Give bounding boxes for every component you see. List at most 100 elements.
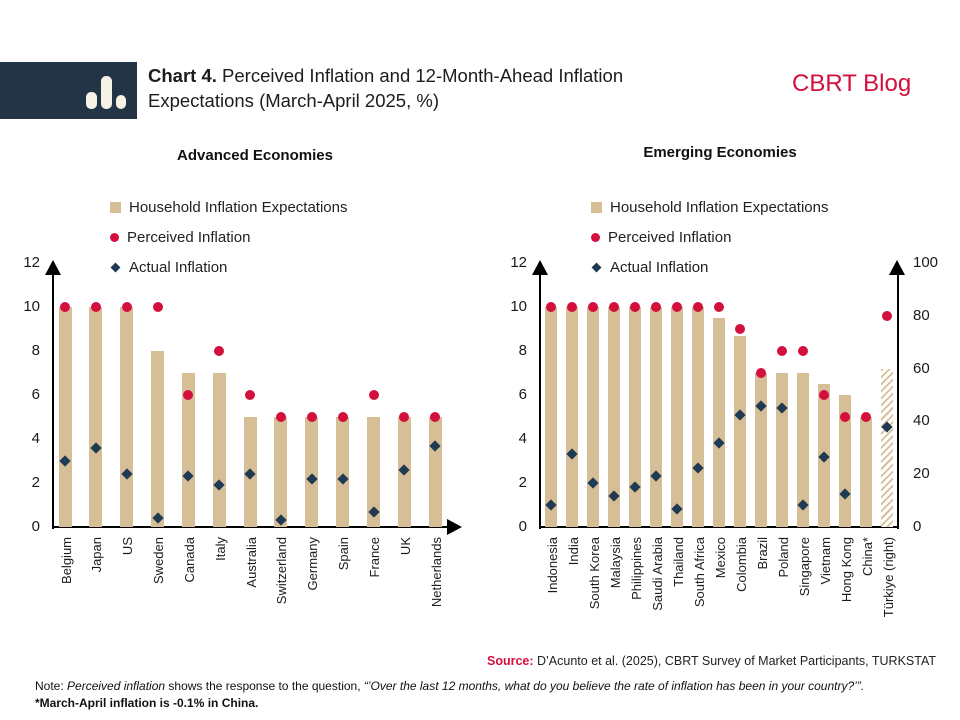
perceived-dot-italy [214,346,225,356]
perceived-dot-vietnam [819,390,829,400]
perceived-dot-poland [777,346,787,356]
category-label-spain: Spain [336,537,352,571]
bar-belgium [58,307,72,527]
perceived-dot-south-korea [588,302,598,312]
note-question: “’Over the last 12 months, what do you b… [363,679,865,693]
perceived-dot-germany [306,412,317,422]
y-tick-label: 2 [31,474,40,491]
perceived-dot-france [368,390,379,400]
y-axis-arrow-icon [45,260,61,275]
category-label-italy: Italy [212,537,228,561]
bar-brazil [755,373,767,527]
category-label-south-africa: South Africa [691,537,707,608]
y-tick-label: 0 [518,518,527,535]
perceived-dot-sweden [152,302,163,312]
perceived-dot-us [121,302,132,312]
perceived-dot-colombia [735,324,745,334]
category-label-philippines: Philippines [628,537,644,600]
chart-number-label: Chart 4. [148,65,217,86]
perceived-dot-china [861,412,871,422]
cbrt-blog-label: CBRT Blog [792,70,912,97]
bar-netherlands [428,417,442,527]
legend-item-expectations: Household Inflation Expectations [591,192,891,222]
bar-colombia [734,335,746,527]
bar-singapore [797,373,809,527]
x-axis-advanced [52,526,448,528]
category-label-sweden: Sweden [151,537,167,584]
perceived-dot-indonesia [546,302,556,312]
right-y-tick-label: 80 [913,306,930,324]
right-y-tick-label: 100 [913,254,939,271]
perceived-dot-australia [245,390,256,400]
y-tick-label: 8 [31,342,40,359]
category-label-china: China* [859,537,875,577]
bar-italy [212,373,226,527]
category-label-malaysia: Malaysia [607,537,623,589]
bar-t-rkiye-right [881,368,893,527]
bar-switzerland [274,417,288,527]
bar-indonesia [545,307,557,527]
note-line-1: Note: Perceived inflation shows the resp… [35,679,864,693]
legend-label: Perceived Inflation [127,228,251,246]
perceived-dot-canada [183,390,194,400]
right-y-axis-arrow-icon [889,260,905,275]
perceived-dot-singapore [798,346,808,356]
category-label-south-korea: South Korea [586,537,602,610]
x-axis-emerging [539,526,899,528]
legend-label: Actual Inflation [610,258,709,276]
category-label-netherlands: Netherlands [428,537,444,608]
legend-item-expectations: Household Inflation Expectations [110,192,410,222]
perceived-dot-thailand [672,302,682,312]
legend-item-perceived: Perceived Inflation [591,222,891,252]
perceived-dot-switzerland [275,412,286,422]
bar-spain [336,417,350,527]
bar-mexico [713,318,725,527]
panel-title-emerging: Emerging Economies [643,144,797,161]
category-label-singapore: Singapore [796,537,812,597]
bar-canada [181,373,195,527]
bar-philippines [629,307,641,527]
category-label-canada: Canada [181,537,197,583]
legend-item-perceived: Perceived Inflation [110,222,410,252]
category-label-uk: UK [397,537,413,556]
source-label: Source: [486,654,534,668]
bar-swatch-icon [110,201,121,213]
perceived-dot-mexico [714,302,724,312]
y-tick-label: 6 [518,386,527,403]
bar-sweden [151,351,165,527]
right-y-tick-label: 0 [913,518,922,535]
perceived-dot-netherlands [430,412,441,422]
y-tick-label: 2 [518,474,527,491]
category-label-indonesia: Indonesia [544,537,560,594]
bar-poland [776,373,788,527]
chart-title-line2: Expectations (March-April 2025, %) [148,90,439,111]
legend-advanced: Household Inflation Expectations Perceiv… [110,192,410,282]
perceived-dot-japan [90,302,101,312]
legend-item-actual: Actual Inflation [591,252,891,282]
perceived-dot-malaysia [609,302,619,312]
perceived-dot-spain [337,412,348,422]
bar-japan [89,307,103,527]
x-axis-arrow-icon [447,519,462,535]
perceived-dot-t-rkiye-right [882,310,892,321]
y-axis-emerging [539,273,541,529]
bar-south-korea [587,307,599,527]
y-tick-label: 12 [510,254,527,271]
legend-label: Household Inflation Expectations [129,198,348,216]
chart-title-line1: Perceived Inflation and 12-Month-Ahead I… [216,65,624,86]
category-label-germany: Germany [305,537,321,591]
dot-swatch-icon [591,232,600,242]
legend-emerging: Household Inflation Expectations Perceiv… [591,192,891,282]
right-y-tick-label: 20 [913,465,930,483]
legend-label: Household Inflation Expectations [610,198,829,216]
note-mid: shows the response to the question, [165,679,364,693]
y-axis-advanced [52,273,54,529]
page-title: Chart 4. Perceived Inflation and 12-Mont… [148,63,768,113]
bar-us [120,307,134,527]
category-label-colombia: Colombia [733,537,749,592]
right-y-tick-label: 60 [913,359,930,377]
category-label-brazil: Brazil [754,537,770,570]
bar-india [566,307,578,527]
category-label-france: France [367,537,382,578]
